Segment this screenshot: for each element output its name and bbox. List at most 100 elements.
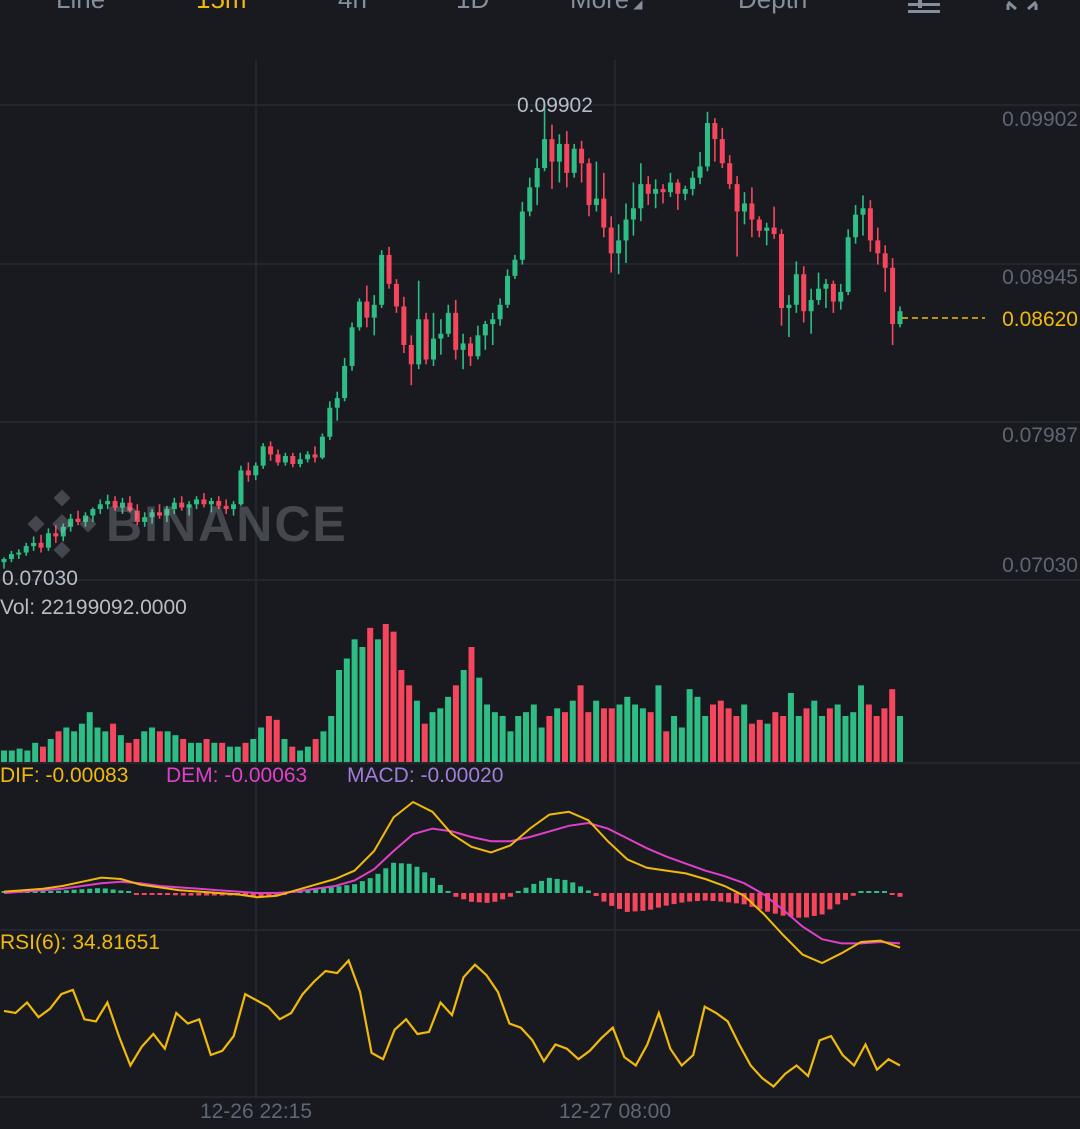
volume-bar [180, 739, 187, 762]
volume-bar [577, 685, 584, 762]
macd-hist-bar [827, 893, 833, 910]
volume-bar [16, 748, 23, 762]
candle-body [334, 398, 340, 408]
candle-body [638, 184, 644, 209]
candle-body [16, 552, 22, 555]
candle-body [645, 184, 651, 194]
macd-hist-bar [204, 893, 210, 896]
candle-body [860, 208, 866, 215]
macd-hist-bar [305, 890, 311, 893]
macd-hist-bar [180, 893, 186, 896]
volume-bars [1, 624, 903, 762]
candle-body [327, 407, 333, 437]
macd-hist-bar [842, 893, 848, 900]
volume-bar [756, 719, 763, 762]
macd-hist-bar [897, 893, 903, 897]
candle-body [579, 148, 585, 164]
macd-hist-bar [617, 893, 623, 909]
candle-body [853, 214, 859, 238]
tab-more[interactable]: More ◢ [570, 0, 642, 14]
macd-hist-bar [375, 873, 381, 893]
volume-bar [297, 750, 304, 762]
candle-body [527, 187, 533, 212]
candle-body [697, 166, 703, 178]
candle-body [756, 219, 762, 231]
candle-body [867, 208, 873, 241]
candle-body [312, 454, 318, 458]
candle-body [260, 446, 266, 466]
macd-hist-bar [468, 893, 474, 902]
time-axis-tick: 12-26 22:15 [200, 1100, 312, 1123]
volume-bar [39, 746, 46, 762]
candle-body [675, 182, 681, 194]
candle-body [771, 227, 777, 235]
tab-depth[interactable]: Depth [738, 0, 807, 14]
candle-body [823, 283, 829, 289]
volume-bar [865, 704, 872, 762]
candle-body [719, 139, 725, 164]
volume-bar [94, 727, 101, 762]
candle-body [660, 188, 666, 193]
macd-lines [3, 800, 901, 965]
volume-bar [102, 731, 109, 762]
macd-hist-bar [593, 893, 599, 897]
macd-hist-bar [858, 891, 864, 893]
tab-line[interactable]: Line [56, 0, 105, 14]
macd-hist-bar [266, 893, 272, 897]
macd-hist-bar [679, 893, 685, 903]
macd-hist-bar [624, 893, 630, 912]
tab-4h[interactable]: 4h [338, 0, 367, 14]
candle-body [586, 163, 592, 206]
candle-body [845, 237, 851, 292]
candle-body [305, 454, 311, 460]
volume-bar [764, 723, 771, 762]
volume-bar [655, 685, 662, 762]
candle-body [238, 470, 244, 505]
macd-hist-bar [780, 893, 786, 916]
macd-hist-bar [414, 866, 420, 893]
volume-bar [164, 731, 171, 762]
candle-body [112, 501, 118, 508]
volume-bar [390, 631, 397, 762]
candle-body [342, 365, 348, 399]
macd-hist-bar [788, 893, 794, 917]
volume-bar [312, 739, 319, 762]
candle-body [223, 505, 229, 510]
macd-hist-bar [165, 893, 171, 895]
macd-hist-bar [336, 886, 342, 893]
candle-body [453, 312, 459, 350]
volume-bar [125, 742, 132, 762]
candle-body [282, 456, 288, 463]
candle-body [734, 184, 740, 212]
volume-bar [499, 716, 506, 762]
candle-body [105, 501, 111, 505]
volume-bar [336, 670, 343, 762]
macd-hist-bar [507, 893, 513, 897]
candle-body [149, 512, 155, 518]
macd-hist-bar [313, 889, 319, 893]
macd-hist-bar [804, 893, 810, 918]
candle-body [319, 436, 325, 458]
macd-hist-bar [87, 888, 93, 893]
candle-body [438, 333, 444, 339]
volume-bar [686, 689, 693, 762]
candle-body [38, 542, 44, 548]
candle-body [356, 301, 362, 328]
macd-hist-bar [718, 893, 724, 902]
candle-body [593, 198, 599, 206]
volume-bar [538, 727, 545, 762]
macd-hist-bar [874, 891, 880, 893]
tab-1d[interactable]: 1D [456, 0, 489, 14]
candle-body [75, 518, 81, 522]
price-axis-tick: 0.07030 [1002, 554, 1078, 577]
macd-hist-bar [211, 893, 217, 896]
candle-body [216, 501, 222, 506]
candle-body [741, 203, 747, 212]
candle-body [45, 533, 51, 548]
macd-hist-bar [671, 893, 677, 905]
volume-bar [593, 700, 600, 762]
macd-hist-bar [500, 893, 506, 900]
tab-15m[interactable]: 15m [196, 0, 247, 14]
candles [1, 105, 903, 569]
